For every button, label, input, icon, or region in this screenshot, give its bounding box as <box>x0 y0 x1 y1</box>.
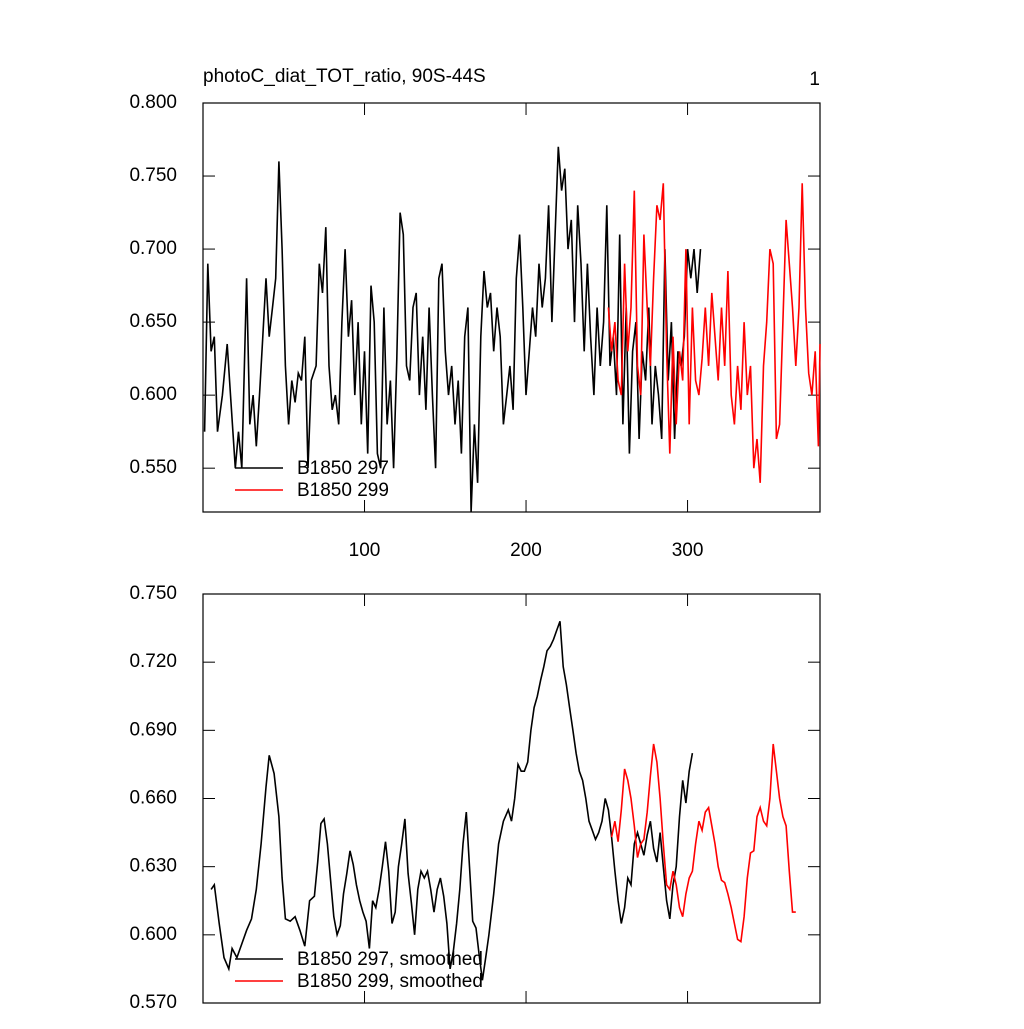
y-tick-label: 0.700 <box>129 238 177 259</box>
y-tick-label: 0.570 <box>129 992 177 1013</box>
y-tick-label: 0.750 <box>129 583 177 604</box>
y-tick-label: 0.720 <box>129 651 177 672</box>
x-tick-label: 200 <box>510 540 542 561</box>
panel-label: 1 <box>809 69 820 90</box>
y-tick-label: 0.660 <box>129 788 177 809</box>
y-tick-label: 0.600 <box>129 924 177 945</box>
x-tick-label: 100 <box>349 540 381 561</box>
legend-label: B1850 299, smoothed <box>297 971 483 992</box>
legend-label: B1850 297, smoothed <box>297 949 483 970</box>
y-tick-label: 0.600 <box>129 384 177 405</box>
y-tick-label: 0.800 <box>129 92 177 113</box>
series-line <box>203 146 702 513</box>
x-tick-label: 300 <box>672 540 704 561</box>
y-tick-label: 0.630 <box>129 856 177 877</box>
y-tick-label: 0.690 <box>129 719 177 740</box>
series-line <box>610 743 796 943</box>
y-tick-label: 0.650 <box>129 311 177 332</box>
series-line <box>607 183 821 483</box>
y-tick-label: 0.550 <box>129 457 177 478</box>
legend-label: B1850 299 <box>297 480 389 501</box>
plot-frame <box>202 102 821 513</box>
chart-title: photoC_diat_TOT_ratio, 90S-44S <box>203 66 486 87</box>
series-line <box>210 621 694 981</box>
legend-label: B1850 297 <box>297 458 389 479</box>
y-tick-label: 0.750 <box>129 165 177 186</box>
plot-frame <box>202 593 821 1004</box>
